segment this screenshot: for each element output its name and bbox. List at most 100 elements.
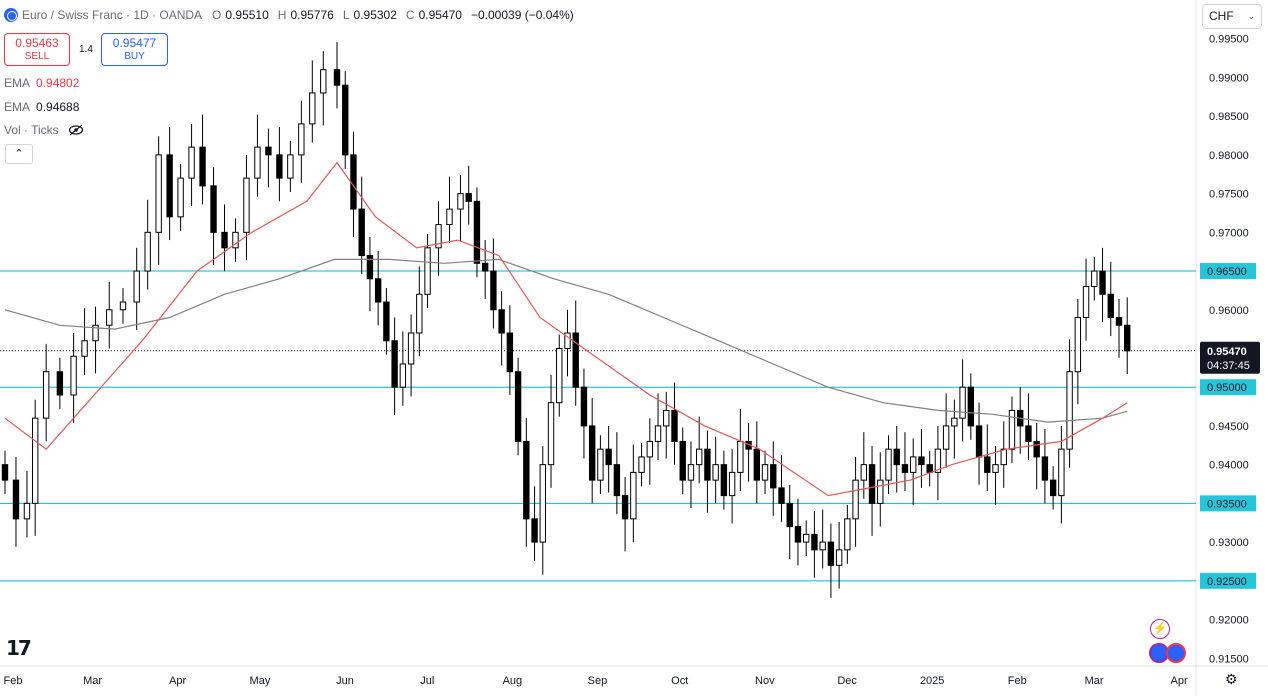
candle[interactable]: [1107, 261, 1114, 337]
candle[interactable]: [155, 136, 162, 265]
sell-button[interactable]: 0.95463 SELL: [4, 33, 70, 66]
candle[interactable]: [81, 308, 88, 375]
candle[interactable]: [254, 114, 261, 197]
candle[interactable]: [811, 511, 818, 578]
candle[interactable]: [786, 484, 793, 560]
candle[interactable]: [119, 288, 127, 324]
candle[interactable]: [358, 176, 365, 275]
candle[interactable]: [1124, 297, 1131, 375]
candle[interactable]: [133, 247, 140, 330]
candle[interactable]: [539, 446, 546, 575]
candle[interactable]: [1025, 393, 1032, 461]
candle[interactable]: [1091, 257, 1098, 301]
candle[interactable]: [31, 399, 39, 536]
candle[interactable]: [770, 441, 777, 516]
candle[interactable]: [276, 127, 283, 202]
candle[interactable]: [42, 343, 50, 442]
candle[interactable]: [374, 250, 382, 326]
candle[interactable]: [621, 477, 629, 552]
candle[interactable]: [663, 391, 670, 459]
candle[interactable]: [580, 368, 588, 459]
candle[interactable]: [1008, 396, 1016, 464]
candle[interactable]: [320, 51, 327, 126]
candle[interactable]: [951, 399, 958, 459]
candle[interactable]: [407, 314, 415, 397]
candle[interactable]: [844, 504, 851, 564]
candle[interactable]: [638, 442, 645, 487]
candle[interactable]: [333, 41, 341, 109]
candle[interactable]: [827, 523, 835, 598]
candle[interactable]: [597, 435, 604, 495]
candle[interactable]: [737, 408, 744, 491]
candle[interactable]: [835, 521, 843, 589]
candle[interactable]: [309, 60, 316, 143]
candle[interactable]: [391, 317, 398, 416]
candle[interactable]: [221, 204, 228, 272]
candle[interactable]: [416, 266, 423, 357]
candle[interactable]: [992, 446, 999, 505]
candle[interactable]: [144, 199, 151, 290]
candle[interactable]: [942, 393, 950, 468]
candle[interactable]: [910, 438, 917, 505]
settings-gear-icon[interactable]: ⚙: [1225, 671, 1238, 687]
candle[interactable]: [547, 374, 555, 488]
candle[interactable]: [605, 425, 612, 493]
ema-fast-line[interactable]: [4, 161, 1128, 497]
candle[interactable]: [446, 176, 453, 244]
candle[interactable]: [959, 359, 966, 442]
candle[interactable]: [885, 435, 892, 495]
candle[interactable]: [918, 429, 925, 488]
candle[interactable]: [1049, 466, 1057, 510]
candle[interactable]: [671, 382, 678, 465]
tradingview-logo[interactable]: 17: [6, 636, 32, 660]
candle[interactable]: [975, 402, 983, 485]
candle[interactable]: [465, 165, 472, 225]
candle[interactable]: [720, 450, 728, 510]
candle[interactable]: [56, 357, 64, 409]
level-price-tag[interactable]: 0.92500: [1200, 572, 1256, 589]
candle[interactable]: [926, 450, 933, 487]
candle[interactable]: [803, 520, 810, 557]
ema-fast-legend[interactable]: EMA 0.94802: [4, 76, 79, 90]
candle[interactable]: [481, 240, 489, 299]
level-price-tag[interactable]: 0.96500: [1200, 263, 1256, 280]
candle[interactable]: [298, 100, 305, 183]
candle[interactable]: [457, 175, 464, 242]
candle[interactable]: [877, 452, 884, 527]
candle[interactable]: [712, 436, 719, 504]
candle[interactable]: [1066, 339, 1073, 468]
eye-hidden-icon[interactable]: [68, 124, 84, 136]
symbol-header[interactable]: Euro / Swiss Franc · 1D · OANDA O 0.95510…: [4, 8, 579, 22]
candle[interactable]: [901, 432, 909, 491]
candle[interactable]: [350, 131, 357, 237]
candle[interactable]: [984, 424, 991, 491]
level-price-tag[interactable]: 0.95000: [1200, 379, 1256, 396]
candle[interactable]: [1033, 422, 1040, 490]
candle[interactable]: [106, 281, 113, 349]
candle[interactable]: [523, 418, 530, 547]
candle[interactable]: [1041, 429, 1049, 504]
candle[interactable]: [232, 218, 239, 262]
candle[interactable]: [1, 450, 9, 495]
candle[interactable]: [852, 456, 859, 547]
candle[interactable]: [778, 455, 785, 522]
candle[interactable]: [70, 333, 77, 423]
candle[interactable]: [630, 444, 637, 543]
candle[interactable]: [188, 123, 195, 206]
candle[interactable]: [177, 164, 184, 231]
candle[interactable]: [531, 486, 538, 561]
ema-slow-line[interactable]: [4, 258, 1128, 423]
candle[interactable]: [342, 71, 349, 169]
candle[interactable]: [473, 187, 481, 278]
candle[interactable]: [199, 114, 206, 205]
candle[interactable]: [23, 470, 31, 538]
candle[interactable]: [646, 418, 653, 485]
candle[interactable]: [753, 421, 761, 504]
candle[interactable]: [210, 167, 217, 265]
candle[interactable]: [745, 422, 752, 482]
candle[interactable]: [819, 509, 826, 569]
candle[interactable]: [1017, 387, 1024, 454]
candle[interactable]: [893, 425, 900, 493]
candle[interactable]: [588, 398, 596, 504]
